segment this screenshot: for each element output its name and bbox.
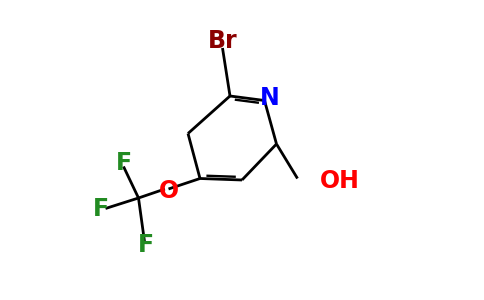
Text: F: F [93, 196, 109, 220]
Text: N: N [260, 86, 280, 110]
Text: F: F [116, 152, 132, 176]
Text: Br: Br [208, 28, 237, 52]
Text: OH: OH [320, 169, 360, 194]
Text: O: O [159, 179, 179, 203]
Text: F: F [138, 232, 154, 256]
